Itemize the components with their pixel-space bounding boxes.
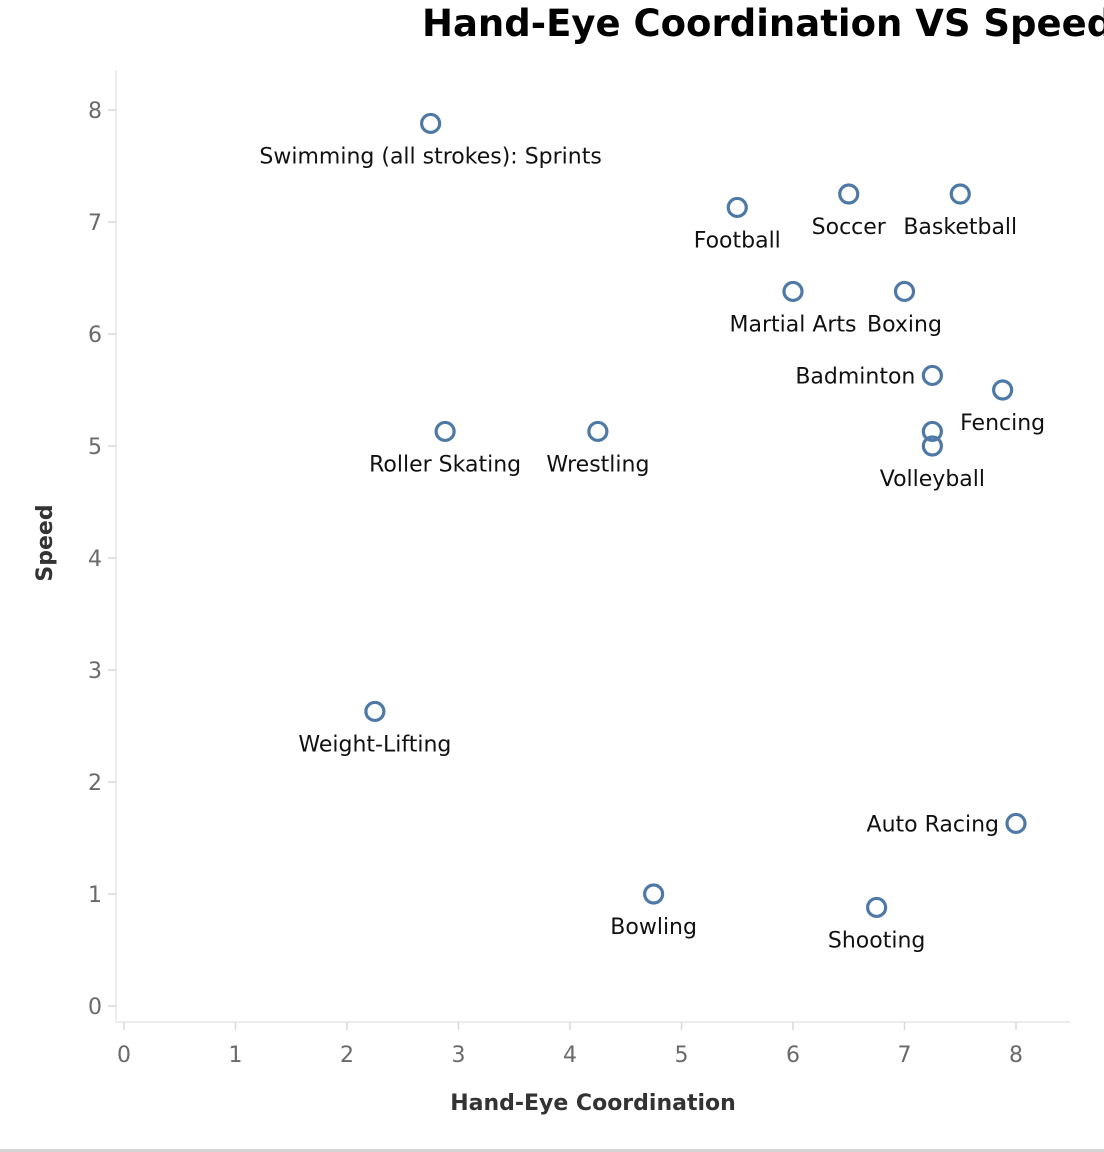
data-point-label: Martial Arts xyxy=(729,312,856,337)
x-tick-label: 5 xyxy=(675,1043,689,1068)
data-point xyxy=(587,420,609,443)
y-tick-label: 6 xyxy=(88,323,102,348)
y-tick-label: 2 xyxy=(88,771,102,796)
y-tick-label: 4 xyxy=(88,547,102,572)
data-point-label: Weight-Lifting xyxy=(298,732,451,757)
data-point-label: Auto Racing xyxy=(867,812,999,837)
y-tick-label: 5 xyxy=(88,435,102,460)
data-point xyxy=(364,700,386,723)
x-tick-label: 2 xyxy=(340,1043,354,1068)
data-point-label: Badminton xyxy=(795,364,915,389)
bottom-divider xyxy=(0,1149,1104,1152)
y-tick-label: 7 xyxy=(88,211,102,236)
data-point-label: Roller Skating xyxy=(369,452,521,477)
data-point-label: Basketball xyxy=(903,215,1017,240)
data-point xyxy=(921,420,943,443)
axes-layer: 0 1 2 3 4 5 6 7 8 0 1 2 3 4 5 6 7 8 Hand-Eye Coordination S… xyxy=(33,70,1070,1116)
data-point xyxy=(992,379,1014,401)
data-point xyxy=(1005,812,1027,835)
data-point-label: Wrestling xyxy=(546,452,649,477)
data-point-label: Volleyball xyxy=(880,467,985,492)
data-point xyxy=(866,896,888,919)
y-tick-label: 0 xyxy=(88,995,102,1020)
data-point-label: Soccer xyxy=(812,215,887,240)
data-point xyxy=(643,883,665,905)
y-tick-label: 8 xyxy=(88,99,102,124)
data-point xyxy=(893,280,916,303)
points-layer xyxy=(364,112,1027,919)
y-tick-label: 3 xyxy=(88,659,102,684)
data-point-label: Boxing xyxy=(867,312,942,337)
data-point-label: Swimming (all strokes): Sprints xyxy=(259,144,601,169)
x-axis-title: Hand-Eye Coordination xyxy=(450,1091,736,1116)
labels-layer: Swimming (all strokes): Sprints Football S… xyxy=(259,144,1045,953)
data-point xyxy=(921,435,943,457)
chart-title: Hand-Eye Coordination VS Speed xyxy=(422,2,1104,45)
y-axis-title: Speed xyxy=(33,504,58,581)
data-point-label: Bowling xyxy=(610,915,697,940)
data-point-label: Fencing xyxy=(960,411,1045,436)
data-point xyxy=(838,183,860,205)
data-point xyxy=(434,420,456,443)
data-point xyxy=(921,364,943,387)
x-tick-label: 8 xyxy=(1009,1043,1023,1068)
x-tick-label: 1 xyxy=(229,1043,243,1068)
x-tick-label: 7 xyxy=(898,1043,912,1068)
data-point xyxy=(420,112,442,135)
data-point xyxy=(949,183,971,205)
y-tick-label: 1 xyxy=(88,883,102,908)
x-tick-label: 0 xyxy=(117,1043,131,1068)
data-point xyxy=(782,280,804,303)
data-point xyxy=(726,196,748,219)
x-tick-label: 4 xyxy=(563,1043,577,1068)
data-point-label: Shooting xyxy=(828,928,925,953)
data-point-label: Football xyxy=(694,228,781,253)
x-tick-label: 6 xyxy=(786,1043,800,1068)
x-tick-label: 3 xyxy=(452,1043,466,1068)
